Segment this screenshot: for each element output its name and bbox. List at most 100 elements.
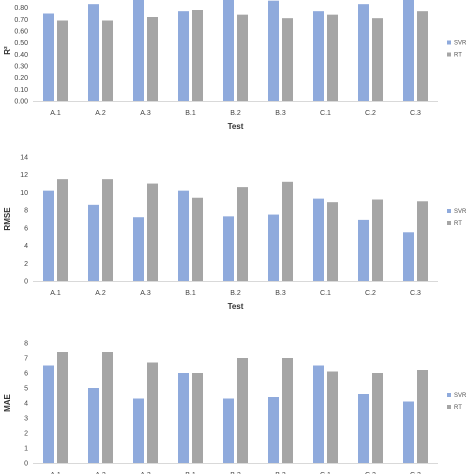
bar-rt-b2 [237, 358, 248, 463]
y-tick-label: 0.40 [14, 52, 28, 59]
legend-label-svr: SVR [454, 41, 467, 47]
x-tick-label: C.3 [410, 290, 421, 297]
x-tick-label: B.3 [275, 110, 286, 117]
bar-svr-b3 [268, 397, 279, 463]
bar-svr-c2 [358, 4, 369, 102]
legend-label-rt: RT [454, 405, 462, 411]
x-tick-label: A.2 [95, 110, 106, 117]
bar-svr-b1 [178, 373, 189, 463]
x-tick-label: C.2 [365, 110, 376, 117]
x-tick-label: B.3 [275, 290, 286, 297]
x-tick-label: A.1 [50, 472, 61, 474]
y-tick-label: 8 [24, 208, 28, 215]
bar-rt-a1 [57, 179, 68, 281]
x-tick-label: A.3 [140, 290, 151, 297]
x-tick-label: A.3 [140, 472, 151, 474]
bar-rt-a3 [147, 362, 158, 463]
legend-label-svr: SVR [454, 393, 467, 399]
bar-rt-c3 [417, 370, 428, 463]
bar-rt-b3 [282, 18, 293, 102]
bar-rt-b3 [282, 181, 293, 281]
bar-rt-c3 [417, 201, 428, 281]
y-tick-label: 0.10 [14, 87, 28, 94]
bar-rt-c1 [327, 371, 338, 463]
y-tick-label: 2 [24, 431, 28, 438]
x-tick-label: C.1 [320, 290, 331, 297]
x-tick-label: B.1 [185, 110, 196, 117]
bar-rt-c2 [372, 18, 383, 102]
bar-svr-a3 [133, 217, 144, 281]
bar-rt-a1 [57, 20, 68, 101]
bar-svr-c1 [313, 365, 324, 463]
bar-svr-c1 [313, 198, 324, 281]
y-tick-label: 3 [24, 416, 28, 423]
y-axis-label: RMSE [3, 207, 12, 231]
bar-svr-c2 [358, 394, 369, 463]
bar-rt-c1 [327, 14, 338, 102]
x-tick-label: A.1 [50, 290, 61, 297]
bar-rt-b2 [237, 187, 248, 281]
x-axis-label: Test [228, 302, 244, 311]
legend-label-svr: SVR [454, 209, 467, 215]
x-tick-label: B.1 [185, 472, 196, 474]
bar-rt-a1 [57, 352, 68, 463]
bar-rt-c2 [372, 199, 383, 281]
bar-rt-a3 [147, 17, 158, 101]
bar-rt-a2 [102, 352, 113, 463]
y-tick-label: 0.20 [14, 75, 28, 82]
legend-swatch-rt [447, 405, 451, 409]
y-tick-label: 8 [24, 341, 28, 348]
bar-rt-b3 [282, 358, 293, 463]
y-tick-label: 0 [24, 279, 28, 286]
bar-rt-b1 [192, 373, 203, 463]
y-tick-label: 12 [20, 172, 28, 179]
bar-svr-b3 [268, 0, 279, 102]
bar-rt-c2 [372, 373, 383, 463]
bar-rt-b1 [192, 197, 203, 281]
legend-swatch-svr [447, 40, 451, 45]
legend-swatch-svr [447, 209, 451, 213]
bar-svr-a1 [43, 190, 54, 281]
bar-svr-b2 [223, 216, 234, 281]
x-tick-label: B.2 [230, 110, 241, 117]
chart-panel-1: 0.00 0.10 0.20 0.30 0.40 0.50 0.60 0.70 0.80 0.90… [3, 0, 467, 131]
y-tick-label: 7 [24, 356, 28, 363]
bar-svr-b2 [223, 0, 234, 102]
y-tick-label: 4 [24, 401, 28, 408]
legend-swatch-rt [447, 52, 451, 57]
bar-rt-a2 [102, 20, 113, 101]
bar-rt-c1 [327, 202, 338, 281]
bar-svr-a3 [133, 398, 144, 463]
x-tick-label: C.1 [320, 472, 331, 474]
x-tick-label: B.2 [230, 290, 241, 297]
bar-svr-a2 [88, 4, 99, 102]
y-tick-label: 0.90 [14, 0, 28, 1]
legend-swatch-svr [447, 393, 451, 397]
bar-svr-b2 [223, 398, 234, 463]
x-tick-label: C.3 [410, 472, 421, 474]
y-tick-label: 0.60 [14, 29, 28, 36]
bar-rt-b2 [237, 14, 248, 102]
x-tick-label: A.1 [50, 110, 61, 117]
chart-panel-2: 0 2 4 6 8 10 12 14 A.1 A.2 A.3 B.1 B.2 B.3 C.1 C.2 C.3 RM… [3, 155, 467, 312]
chart-panel-3: 0 1 2 3 4 5 6 7 8 A.1 A.2 A.3 B.1 B.2 B.3 C.1 C.2 C.3 MAE S… [3, 341, 467, 474]
bar-svr-a1 [43, 13, 54, 101]
y-axis-label: MAE [3, 393, 12, 411]
y-tick-label: 4 [24, 243, 28, 250]
y-tick-label: 2 [24, 261, 28, 268]
x-tick-label: C.3 [410, 110, 421, 117]
y-tick-label: 0.70 [14, 17, 28, 24]
bar-svr-a2 [88, 388, 99, 463]
bar-rt-c3 [417, 11, 428, 102]
y-tick-label: 10 [20, 190, 28, 197]
x-tick-label: A.2 [95, 472, 106, 474]
x-tick-label: B.1 [185, 290, 196, 297]
legend-label-rt: RT [454, 221, 462, 227]
x-tick-label: A.3 [140, 110, 151, 117]
y-tick-label: 14 [20, 155, 28, 162]
x-tick-label: B.2 [230, 472, 241, 474]
x-axis-label: Test [228, 122, 244, 131]
bar-rt-b1 [192, 10, 203, 101]
y-tick-label: 6 [24, 225, 28, 232]
